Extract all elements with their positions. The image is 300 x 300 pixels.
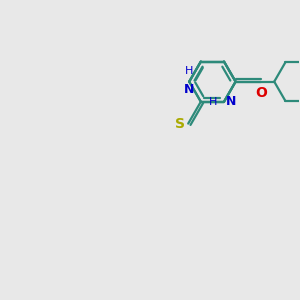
Text: H: H [185, 66, 194, 76]
Text: O: O [255, 86, 267, 100]
Text: H: H [209, 97, 218, 107]
Text: N: N [226, 95, 236, 108]
Text: S: S [175, 117, 185, 130]
Text: N: N [184, 83, 194, 96]
